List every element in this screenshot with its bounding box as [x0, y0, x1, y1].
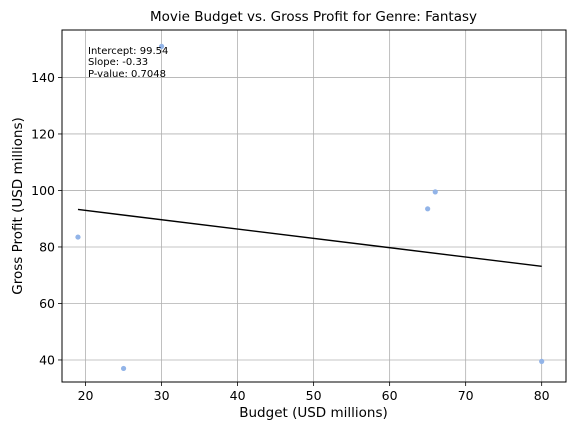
y-axis: 40 60 80 100 120 140	[31, 70, 62, 367]
y-axis-label: Gross Profit (USD millions)	[10, 117, 26, 295]
data-point	[425, 206, 431, 212]
grid	[62, 30, 566, 382]
regression-line	[77, 208, 542, 268]
x-tick-label: 60	[382, 388, 398, 403]
x-tick-label: 30	[154, 388, 170, 403]
y-tick-label: 100	[31, 183, 55, 198]
y-tick-label: 80	[39, 239, 55, 254]
annotation-slope: Slope: -0.33	[88, 57, 148, 68]
data-point	[120, 365, 127, 372]
data-point	[432, 189, 438, 195]
x-axis: 20 30 40 50 60 70 80	[78, 382, 550, 403]
y-tick-label: 60	[39, 296, 55, 311]
x-axis-label: Budget (USD millions)	[239, 405, 388, 421]
regression-layer	[77, 208, 542, 268]
x-tick-label: 50	[306, 388, 322, 403]
annotation-pvalue: P-value: 0.7048	[88, 69, 166, 80]
x-tick-label: 80	[534, 388, 550, 403]
x-tick-label: 20	[78, 388, 94, 403]
y-tick-label: 40	[39, 352, 55, 367]
y-tick-label: 140	[31, 70, 55, 85]
x-tick-label: 40	[230, 388, 246, 403]
x-tick-label: 70	[458, 388, 474, 403]
chart-title: Movie Budget vs. Gross Profit for Genre:…	[150, 9, 477, 25]
data-point	[75, 234, 81, 240]
points-layer	[75, 43, 545, 372]
data-point	[158, 43, 165, 49]
annotation-intercept: Intercept: 99.54	[88, 46, 168, 57]
data-point	[539, 358, 545, 364]
y-tick-label: 120	[31, 126, 55, 141]
